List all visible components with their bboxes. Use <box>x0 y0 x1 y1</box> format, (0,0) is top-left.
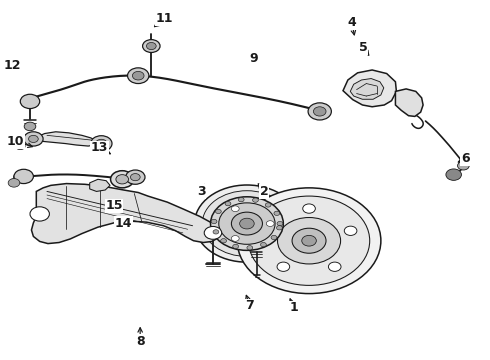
Circle shape <box>20 94 40 109</box>
Circle shape <box>24 122 36 131</box>
Text: 13: 13 <box>91 141 108 154</box>
Text: 7: 7 <box>245 299 254 312</box>
Circle shape <box>308 103 331 120</box>
Text: 11: 11 <box>156 12 173 25</box>
Circle shape <box>271 235 277 240</box>
Text: 12: 12 <box>3 59 21 72</box>
Circle shape <box>292 228 326 253</box>
Circle shape <box>265 203 271 207</box>
Text: 8: 8 <box>136 335 145 348</box>
Circle shape <box>147 42 156 50</box>
Circle shape <box>219 203 275 244</box>
Polygon shape <box>350 78 384 99</box>
Circle shape <box>28 135 38 143</box>
Circle shape <box>446 169 462 180</box>
Circle shape <box>111 171 134 188</box>
Circle shape <box>247 246 253 250</box>
Circle shape <box>202 191 292 256</box>
Circle shape <box>238 198 244 202</box>
Circle shape <box>127 68 149 84</box>
Circle shape <box>240 218 254 229</box>
Text: 9: 9 <box>249 52 258 65</box>
Circle shape <box>344 226 357 235</box>
Circle shape <box>216 209 221 213</box>
Circle shape <box>231 212 263 235</box>
Circle shape <box>195 185 299 262</box>
Text: 3: 3 <box>197 185 206 198</box>
Circle shape <box>231 235 239 241</box>
Circle shape <box>225 202 231 206</box>
Circle shape <box>237 188 381 294</box>
Circle shape <box>277 262 290 271</box>
Circle shape <box>211 219 217 224</box>
Polygon shape <box>343 70 396 107</box>
Text: 14: 14 <box>115 217 132 230</box>
Text: 2: 2 <box>260 185 269 198</box>
Circle shape <box>96 139 107 148</box>
Circle shape <box>125 170 145 184</box>
Text: 15: 15 <box>105 199 122 212</box>
Circle shape <box>116 175 128 184</box>
Circle shape <box>30 207 49 221</box>
Circle shape <box>220 239 226 243</box>
Circle shape <box>14 169 33 184</box>
Circle shape <box>274 211 280 215</box>
Circle shape <box>143 40 160 53</box>
Circle shape <box>130 174 140 181</box>
Polygon shape <box>36 132 98 146</box>
Circle shape <box>16 143 25 150</box>
Circle shape <box>261 226 274 235</box>
Circle shape <box>231 206 239 212</box>
Circle shape <box>267 221 274 226</box>
Circle shape <box>132 71 144 80</box>
Text: 10: 10 <box>7 135 24 148</box>
Circle shape <box>277 217 341 264</box>
Circle shape <box>213 230 219 234</box>
Circle shape <box>303 204 316 213</box>
Polygon shape <box>90 179 110 192</box>
Text: 5: 5 <box>359 41 368 54</box>
Polygon shape <box>31 184 220 244</box>
Polygon shape <box>395 89 423 116</box>
Text: 1: 1 <box>289 301 298 314</box>
Circle shape <box>328 262 341 271</box>
Circle shape <box>276 226 282 230</box>
Circle shape <box>248 196 370 285</box>
Circle shape <box>233 244 239 248</box>
Circle shape <box>211 197 283 250</box>
Circle shape <box>261 243 267 247</box>
Circle shape <box>91 136 112 152</box>
Circle shape <box>277 221 283 226</box>
Circle shape <box>302 235 317 246</box>
Circle shape <box>252 198 258 202</box>
Circle shape <box>314 107 326 116</box>
Text: 6: 6 <box>461 152 469 165</box>
Circle shape <box>24 132 43 146</box>
Circle shape <box>458 161 469 170</box>
Text: 4: 4 <box>347 16 356 29</box>
Circle shape <box>204 226 221 239</box>
Circle shape <box>8 179 20 187</box>
